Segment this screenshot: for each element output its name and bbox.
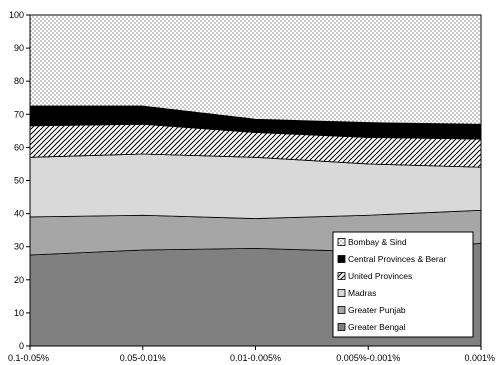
y-tick-label: 60: [14, 142, 24, 152]
y-tick-label: 0: [19, 341, 24, 351]
y-tick-label: 30: [14, 242, 24, 252]
y-tick-label: 50: [14, 176, 24, 186]
legend-swatch-madras: [337, 289, 346, 297]
y-tick-label: 40: [14, 209, 24, 219]
legend-swatch-greater-bengal: [337, 323, 346, 331]
axes-group: 0 10 20 30 40 50 60 70 80 90 100 0.1-0.05% 0.05-0.01…: [8, 10, 495, 363]
y-tick-label: 100: [9, 10, 24, 20]
legend-swatch-united-provinces: [337, 272, 346, 280]
legend-label-united-provinces: United Provinces: [348, 271, 412, 281]
legend-box: [332, 231, 474, 338]
y-tick-label: 10: [14, 308, 24, 318]
legend-label-central-provinces-and-berar: Central Provinces & Berar: [348, 254, 446, 264]
y-tick-label: 80: [14, 76, 24, 86]
legend: Bombay & Sind Central Provinces & Berar Un…: [332, 231, 474, 338]
x-tick-label: 0.1-0.05%: [8, 353, 49, 363]
x-tick-label: 0.05-0.01%: [120, 353, 166, 363]
legend-label-greater-bengal: Greater Bengal: [348, 322, 406, 332]
legend-label-greater-punjab: Greater Punjab: [348, 305, 406, 315]
y-tick-label: 90: [14, 43, 24, 53]
legend-swatch-central-provinces-and-berar: [337, 255, 346, 263]
legend-swatch-greater-punjab: [337, 306, 346, 314]
y-tick-label: 70: [14, 109, 24, 119]
legend-label-madras: Madras: [348, 288, 376, 298]
y-tick-label: 20: [14, 275, 24, 285]
x-tick-label: 0.01-0.005%: [230, 353, 281, 363]
x-tick-label: 0.005%-0.001%: [336, 353, 400, 363]
legend-swatch-bombay-and-sind: [337, 238, 346, 246]
x-tick-label: 0.001%: [464, 353, 495, 363]
legend-label-bombay-and-sind: Bombay & Sind: [348, 237, 407, 247]
